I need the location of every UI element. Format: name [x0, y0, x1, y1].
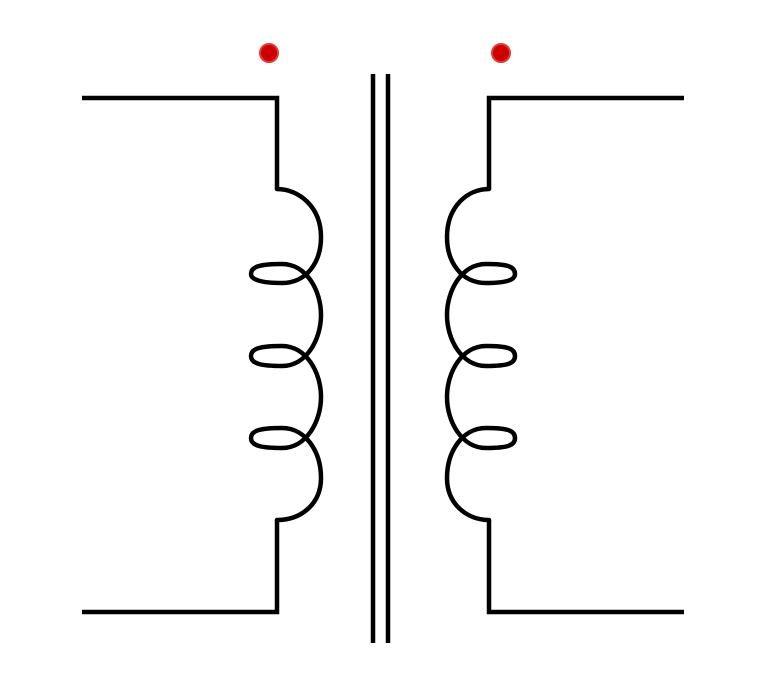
- secondary-bottom-lead: [486, 520, 684, 615]
- primary-bottom-lead: [82, 520, 280, 615]
- secondary-polarity-dot: [491, 43, 511, 63]
- secondary-winding: [444, 95, 684, 615]
- transformer-core: [370, 74, 391, 643]
- secondary-top-lead: [486, 95, 684, 189]
- primary-coil: [248, 186, 324, 523]
- secondary-coil: [444, 186, 518, 523]
- primary-top-lead: [82, 95, 280, 189]
- primary-winding: [82, 95, 324, 615]
- primary-polarity-dot: [259, 43, 279, 63]
